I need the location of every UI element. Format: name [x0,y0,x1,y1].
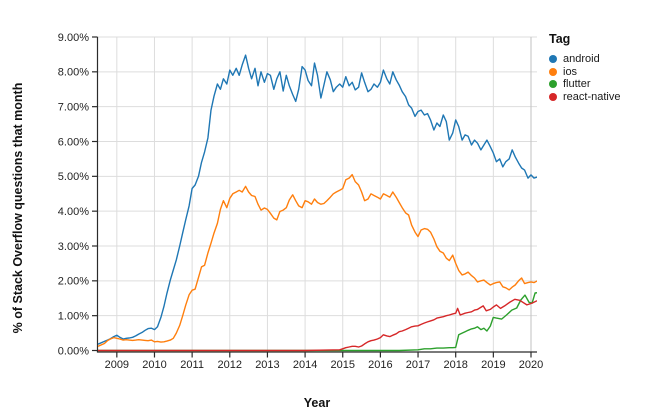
series-line-flutter [98,292,537,352]
x-tick-label: 2017 [406,359,430,371]
x-tick-label: 2011 [180,359,204,371]
x-tick-label: 2019 [481,359,505,371]
legend-item-flutter: flutter [549,78,620,91]
y-axis-title: % of Stack Overflow questions that month [11,82,25,334]
x-tick-label: 2013 [255,359,279,371]
legend-item-label: react-native [563,90,621,103]
y-tick-label: 5.00% [58,171,89,183]
y-tick-label: 8.00% [58,67,89,79]
legend-items: android ios flutter react-native [549,53,620,103]
x-tick-label: 2010 [142,359,166,371]
y-tick-label: 3.00% [58,241,89,253]
legend-swatch-icon [549,55,557,64]
series-line-ios [97,173,537,347]
x-tick-label: 2009 [105,359,129,371]
legend-item-ios: ios [549,66,620,79]
legend-item-label: flutter [563,78,591,90]
series-line-react-native [98,298,537,352]
legend-item-label: android [563,53,600,65]
y-tick-label: 6.00% [58,136,89,148]
y-tick-label: 2.00% [58,276,89,288]
y-tick-label: 9.00% [58,32,89,44]
x-axis-title: Year [303,396,331,410]
legend-swatch-icon [549,67,557,76]
y-tick-label: 4.00% [58,206,89,218]
legend-swatch-icon [549,92,557,101]
x-tick-label: 2018 [443,359,467,371]
legend-item-label: ios [563,65,578,78]
x-tick-label: 2012 [218,359,242,371]
legend-item-react-native: react-native [549,91,620,104]
x-tick-label: 2014 [293,359,317,371]
series-line-android [97,54,537,345]
y-tick-label: 7.00% [58,101,89,113]
y-tick-label: 1.00% [58,310,89,322]
legend-swatch-icon [549,80,557,89]
legend-item-android: android [549,53,620,66]
legend: Tag android ios flutter react-native [549,32,620,103]
legend-title: Tag [549,32,571,46]
y-tick-label: 0.00% [58,345,89,357]
x-tick-label: 2016 [368,359,392,371]
x-tick-label: 2020 [519,359,543,371]
x-tick-label: 2015 [330,359,354,371]
